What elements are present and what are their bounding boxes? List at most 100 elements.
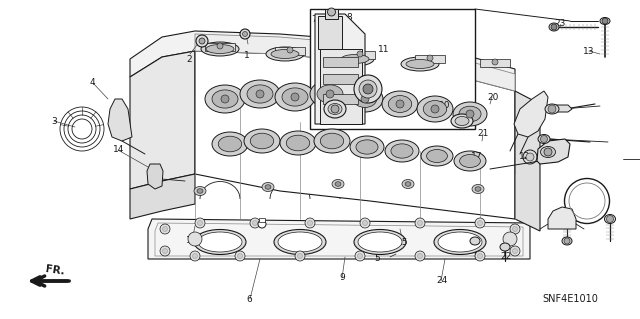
Circle shape [417, 220, 422, 226]
Polygon shape [515, 91, 540, 231]
Circle shape [287, 47, 293, 53]
Ellipse shape [455, 116, 469, 125]
Circle shape [305, 218, 315, 228]
Circle shape [163, 226, 168, 232]
Circle shape [160, 224, 170, 234]
Circle shape [355, 251, 365, 261]
Circle shape [513, 249, 518, 254]
Bar [480, 59, 510, 67]
Circle shape [475, 251, 485, 261]
Ellipse shape [262, 182, 274, 191]
Polygon shape [108, 99, 132, 141]
Circle shape [427, 55, 433, 61]
Polygon shape [130, 31, 515, 91]
Ellipse shape [271, 49, 299, 58]
Ellipse shape [356, 140, 378, 154]
Bar [345, 51, 375, 59]
Ellipse shape [391, 144, 413, 158]
Circle shape [237, 254, 243, 258]
Ellipse shape [218, 136, 242, 152]
Text: SNF4E1010: SNF4E1010 [542, 294, 598, 304]
Ellipse shape [347, 86, 383, 112]
Text: 14: 14 [113, 145, 124, 154]
Bar [310, 9, 475, 129]
Ellipse shape [247, 85, 273, 103]
Polygon shape [315, 14, 365, 124]
Circle shape [198, 220, 202, 226]
Ellipse shape [206, 44, 234, 54]
Ellipse shape [198, 232, 242, 252]
Bar [323, 74, 358, 84]
Text: 22: 22 [500, 252, 511, 261]
Ellipse shape [286, 135, 310, 151]
Circle shape [243, 32, 248, 36]
Text: 20: 20 [487, 93, 499, 102]
Ellipse shape [401, 57, 439, 71]
Ellipse shape [244, 129, 280, 153]
Circle shape [431, 105, 439, 113]
Ellipse shape [250, 133, 274, 149]
Circle shape [298, 254, 303, 258]
Circle shape [195, 218, 205, 228]
Text: 7: 7 [311, 15, 316, 24]
Ellipse shape [470, 237, 480, 245]
Circle shape [541, 136, 547, 143]
Circle shape [551, 24, 557, 30]
Ellipse shape [423, 100, 447, 117]
Ellipse shape [310, 80, 350, 108]
Circle shape [602, 18, 608, 24]
Ellipse shape [354, 229, 406, 255]
Circle shape [513, 226, 518, 232]
Polygon shape [548, 207, 576, 229]
Text: 16: 16 [343, 43, 355, 52]
Ellipse shape [453, 102, 487, 126]
Ellipse shape [324, 100, 346, 118]
Ellipse shape [358, 232, 402, 252]
Ellipse shape [320, 133, 344, 149]
Text: 15: 15 [397, 238, 409, 247]
Ellipse shape [459, 106, 481, 122]
Ellipse shape [274, 229, 326, 255]
Bar [323, 57, 358, 67]
Circle shape [258, 220, 266, 228]
Ellipse shape [421, 146, 453, 166]
Circle shape [295, 251, 305, 261]
Ellipse shape [282, 88, 308, 106]
Ellipse shape [549, 23, 559, 31]
Ellipse shape [562, 237, 572, 245]
Ellipse shape [475, 187, 481, 191]
Circle shape [361, 95, 369, 103]
Circle shape [358, 254, 362, 258]
Bar [275, 47, 305, 55]
Circle shape [415, 218, 425, 228]
Circle shape [544, 148, 552, 156]
Circle shape [475, 218, 485, 228]
Polygon shape [148, 219, 530, 259]
Ellipse shape [280, 131, 316, 155]
Bar [323, 94, 358, 104]
Circle shape [331, 105, 339, 113]
Circle shape [362, 220, 367, 226]
Ellipse shape [275, 83, 315, 111]
Circle shape [193, 254, 198, 258]
Text: 17: 17 [471, 152, 483, 161]
Polygon shape [195, 51, 515, 219]
Ellipse shape [359, 80, 377, 98]
Ellipse shape [402, 180, 414, 189]
Ellipse shape [434, 229, 486, 255]
Ellipse shape [194, 229, 246, 255]
Circle shape [503, 232, 517, 246]
Text: 12: 12 [519, 152, 531, 161]
Circle shape [548, 105, 556, 113]
Circle shape [466, 110, 474, 118]
Bar [205, 43, 235, 51]
Ellipse shape [545, 104, 559, 114]
Circle shape [510, 224, 520, 234]
Ellipse shape [194, 187, 206, 196]
Text: 2: 2 [186, 55, 191, 63]
Ellipse shape [472, 184, 484, 194]
Ellipse shape [538, 135, 550, 144]
Circle shape [564, 238, 570, 244]
Ellipse shape [354, 75, 382, 103]
Circle shape [256, 90, 264, 98]
